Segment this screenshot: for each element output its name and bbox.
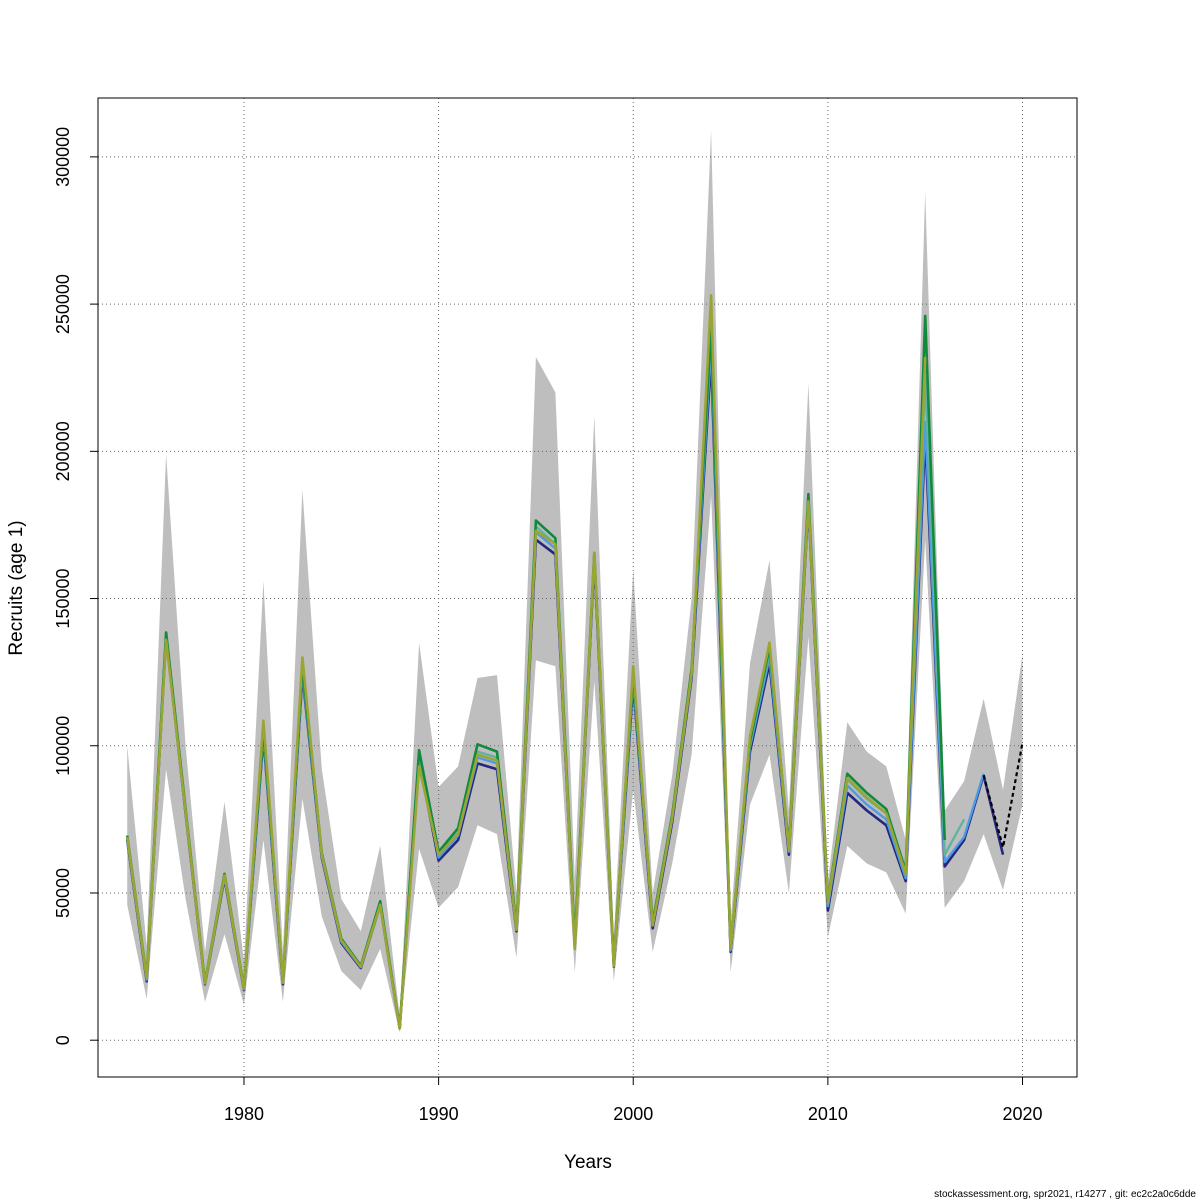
- y-tick-label: 150000: [53, 569, 73, 629]
- x-axis-title: Years: [564, 1152, 612, 1173]
- x-axis: 1980 1990 2000 2010 2020: [224, 1077, 1043, 1124]
- x-tick-label: 2010: [808, 1104, 848, 1124]
- y-tick-label: 100000: [53, 716, 73, 776]
- x-tick-label: 1990: [419, 1104, 459, 1124]
- confidence-band-layer: [127, 130, 1023, 1033]
- series-line-6: [982, 742, 1024, 849]
- y-tick-label: 50000: [53, 868, 73, 918]
- x-tick-label: 1980: [224, 1104, 264, 1124]
- footer-credit: stockassessment.org, spr2021, r14277 , g…: [934, 1189, 1196, 1200]
- y-tick-label: 200000: [53, 421, 73, 481]
- y-axis-title: Recruits (age 1): [6, 520, 27, 655]
- x-tick-label: 2000: [613, 1104, 653, 1124]
- y-tick-label: 300000: [53, 127, 73, 187]
- confidence-band: [127, 130, 1023, 1033]
- series-layer: [125, 293, 1024, 1030]
- series-line-5: [125, 293, 927, 1030]
- x-tick-label: 2020: [1002, 1104, 1042, 1124]
- y-tick-label: 0: [53, 1035, 73, 1045]
- plot-frame: [97, 97, 1078, 1078]
- y-tick-label: 250000: [53, 274, 73, 334]
- y-axis: 0 50000 100000 150000 200000 250000 300000: [53, 127, 98, 1045]
